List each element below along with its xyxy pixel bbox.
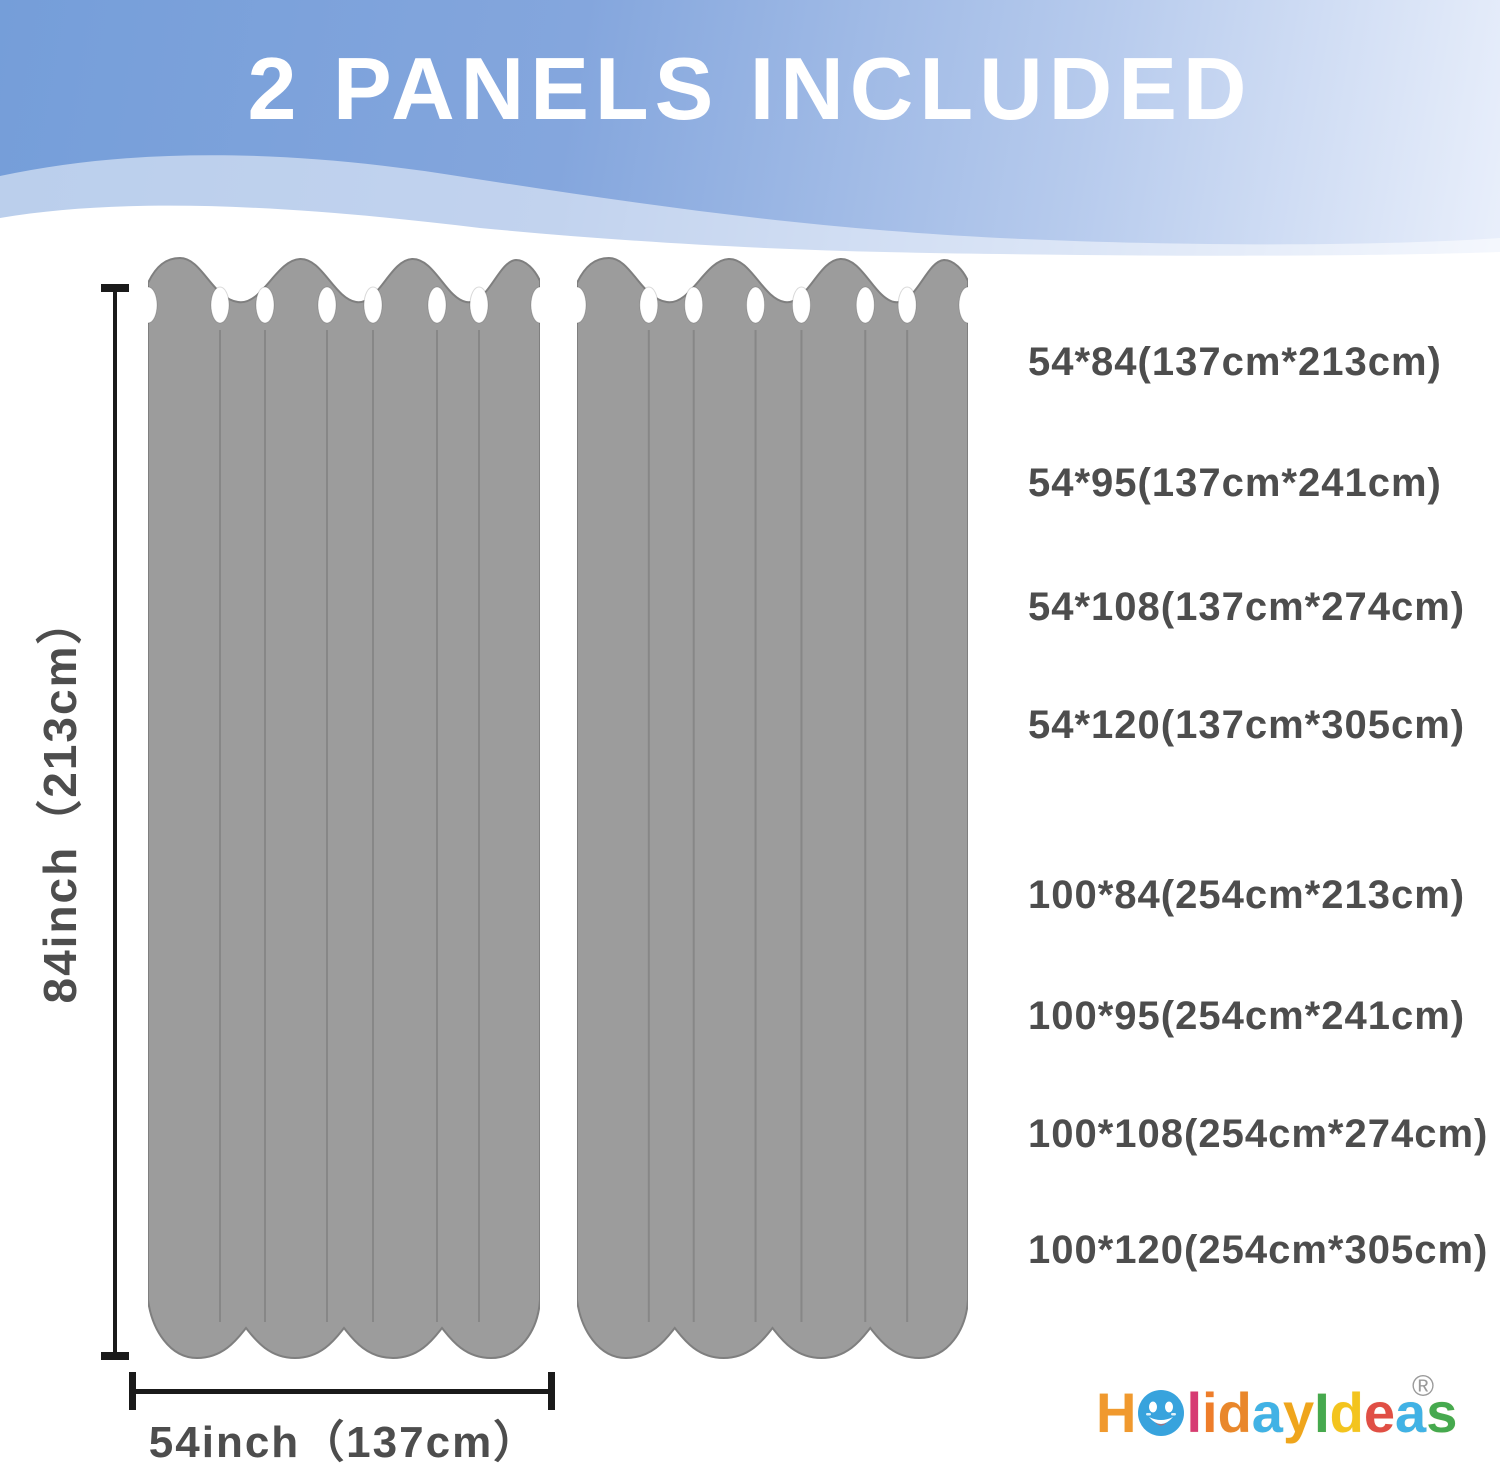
size-option: 54*120(137cm*305cm) bbox=[1028, 703, 1466, 747]
logo-letter: s bbox=[1426, 1381, 1458, 1444]
logo-letter: d bbox=[1329, 1381, 1364, 1444]
size-option: 54*95(137cm*241cm) bbox=[1028, 461, 1442, 505]
height-dimension-cap-top bbox=[101, 284, 129, 292]
size-option: 100*84(254cm*213cm) bbox=[1028, 873, 1466, 917]
size-option: 54*108(137cm*274cm) bbox=[1028, 585, 1466, 629]
page-title: 2 PANELS INCLUDED bbox=[247, 39, 1253, 138]
logo-letter: H bbox=[1096, 1381, 1137, 1444]
curtain-panel-right bbox=[577, 257, 968, 1359]
size-option: 54*84(137cm*213cm) bbox=[1028, 340, 1442, 384]
logo-letter: i bbox=[1202, 1381, 1218, 1444]
height-dimension-label: 84inch（213cm） bbox=[34, 596, 86, 1004]
logo-letter: y bbox=[1282, 1381, 1315, 1444]
width-dimension-cap-right bbox=[548, 1372, 555, 1410]
logo-letter: I bbox=[1314, 1381, 1330, 1444]
width-dimension-cap-left bbox=[129, 1372, 136, 1410]
header-banner: 2 PANELS INCLUDED bbox=[0, 0, 1500, 260]
logo-letter: a bbox=[1251, 1381, 1283, 1444]
height-dimension-cap-bottom bbox=[101, 1352, 129, 1360]
size-option: 100*95(254cm*241cm) bbox=[1028, 994, 1466, 1038]
logo-letter: a bbox=[1395, 1381, 1427, 1444]
width-dimension-label: 54inch（137cm） bbox=[148, 1418, 540, 1467]
brand-logo: H l i d a y I d e a s bbox=[1096, 1381, 1458, 1444]
size-option: 100*108(254cm*274cm) bbox=[1028, 1112, 1489, 1156]
smiley-face-icon bbox=[1137, 1389, 1185, 1437]
registered-trademark-symbol: ® bbox=[1412, 1370, 1435, 1403]
logo-letter: e bbox=[1363, 1381, 1396, 1444]
height-dimension-line bbox=[113, 288, 117, 1356]
header-wave-decoration bbox=[0, 155, 1500, 260]
width-dimension-line bbox=[132, 1389, 552, 1394]
logo-letter: l bbox=[1186, 1381, 1203, 1444]
curtain-panel-left bbox=[148, 257, 540, 1359]
size-option: 100*120(254cm*305cm) bbox=[1028, 1228, 1489, 1272]
logo-letter: d bbox=[1217, 1381, 1252, 1444]
